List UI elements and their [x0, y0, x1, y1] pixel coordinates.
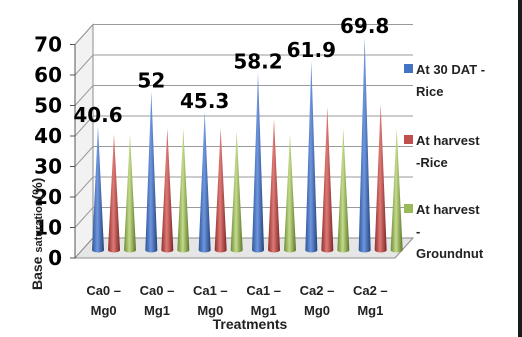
- x-category-label: Mg1: [251, 303, 277, 318]
- legend-swatch: [404, 135, 413, 144]
- x-axis-title: Treatments: [213, 316, 288, 332]
- cone-at-harvest-groundnut: [230, 131, 243, 253]
- data-label: 45.3: [180, 89, 229, 113]
- plot-area: [92, 37, 403, 253]
- cone-at-30-dat-rice: [358, 37, 371, 253]
- legend-swatch: [404, 64, 413, 73]
- cone-at-harvest-rice: [161, 128, 174, 253]
- legend-label: Groundnut: [416, 246, 484, 261]
- cone-at-30-dat-rice: [145, 91, 158, 253]
- legend-label: -Rice: [416, 155, 448, 170]
- cone-at-harvest-rice: [214, 128, 227, 253]
- legend-label: -: [416, 224, 420, 239]
- cone-at-harvest-groundnut: [284, 134, 296, 253]
- data-label: 52: [137, 68, 165, 92]
- x-category-label: Ca1 –: [193, 283, 228, 298]
- x-category-label: Ca2 –: [353, 283, 388, 298]
- gridline: [74, 54, 413, 76]
- x-category-label: Mg1: [144, 303, 170, 318]
- x-category-label: Mg0: [91, 303, 117, 318]
- gridline: [74, 176, 413, 198]
- cone-at-harvest-groundnut: [390, 128, 403, 253]
- side-wall: [74, 23, 94, 260]
- x-category-label: Ca0 –: [140, 283, 175, 298]
- cone-at-30-dat-rice: [305, 61, 318, 253]
- gridline: [74, 207, 413, 228]
- gridline: [74, 115, 413, 137]
- cone-at-harvest-rice: [108, 134, 120, 253]
- y-axis-title-text: Base saturation(%): [29, 178, 45, 290]
- cone-at-harvest-groundnut: [124, 134, 136, 253]
- data-label: 61.9: [287, 38, 336, 62]
- legend-label: At harvest: [416, 133, 480, 148]
- y-tick-label: 20: [34, 185, 62, 209]
- cone-at-harvest-groundnut: [177, 128, 190, 253]
- x-category-label: Mg0: [304, 303, 330, 318]
- cone-at-30-dat-rice: [252, 72, 264, 253]
- gridline: [74, 85, 413, 106]
- gridline: [74, 146, 413, 167]
- y-axis-ticks: 0 10 20 30 40 50 60 70: [34, 33, 75, 270]
- y-tick-label: 0: [48, 246, 62, 270]
- legend-label: Rice: [416, 84, 443, 99]
- y-tick-label: 50: [34, 94, 62, 118]
- y-tick-label: 40: [34, 124, 62, 148]
- cone-at-30-dat-rice: [198, 111, 211, 253]
- y-tick-label: 60: [34, 63, 62, 87]
- frame-edge: [518, 0, 522, 337]
- y-tick-label: 30: [34, 155, 62, 179]
- x-category-label: Mg1: [357, 303, 383, 318]
- cone-at-harvest-rice: [321, 106, 334, 253]
- cone-at-harvest-groundnut: [337, 128, 350, 253]
- y-tick-label: 70: [34, 33, 62, 57]
- data-label: 69.8: [340, 14, 389, 38]
- legend-label: At harvest: [416, 202, 480, 217]
- gridlines: [74, 24, 413, 258]
- data-labels: 40.6 52 45.358.2 61.969.8: [73, 14, 389, 127]
- data-label: 40.6: [73, 103, 122, 127]
- legend: At 30 DAT - Rice At harvest -Rice At harvest…: [404, 62, 485, 261]
- data-label: 58.2: [233, 49, 282, 73]
- cone-at-harvest-rice: [268, 118, 280, 253]
- x-category-label: Ca0 –: [86, 283, 121, 298]
- cone-at-harvest-rice: [374, 103, 387, 253]
- y-tick-label: 10: [34, 216, 62, 240]
- x-axis-categories: Ca0 – Mg0 Ca0 – Mg1 Ca1 – Mg0 Ca1 – Mg1 Ca2 – Mg0…: [86, 283, 387, 318]
- x-category-label: Ca1 –: [246, 283, 281, 298]
- cone-at-30-dat-rice: [92, 126, 104, 253]
- gridline: [74, 24, 413, 45]
- legend-swatch: [404, 204, 413, 213]
- y-axis-title: Base saturation(%): [29, 178, 45, 290]
- x-category-label: Mg0: [197, 303, 223, 318]
- x-category-label: Ca2 –: [300, 283, 335, 298]
- legend-label: At 30 DAT -: [416, 62, 485, 77]
